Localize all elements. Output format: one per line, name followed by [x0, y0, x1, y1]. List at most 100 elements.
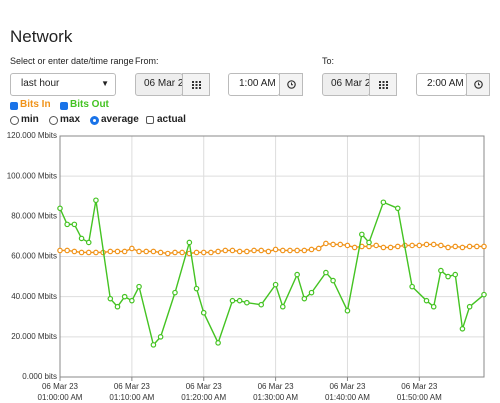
data-point [129, 245, 135, 252]
data-point [466, 303, 473, 310]
calendar-button[interactable] [182, 73, 210, 96]
y-tick-label: 0.000 bits [22, 372, 57, 381]
data-point [64, 247, 70, 254]
legend-label[interactable]: Bits In [20, 99, 51, 110]
data-point [323, 269, 329, 276]
data-point [438, 242, 444, 249]
data-point [157, 334, 164, 340]
data-point [308, 289, 315, 296]
data-point [136, 248, 142, 255]
data-point [481, 291, 487, 298]
to-time[interactable]: 2:00 AM [416, 73, 467, 96]
data-point [351, 244, 358, 251]
data-point [380, 199, 387, 206]
data-point [85, 249, 92, 256]
option-label[interactable]: min [21, 114, 39, 125]
data-point [315, 245, 322, 252]
data-point [323, 240, 329, 247]
option-label[interactable]: max [60, 114, 81, 125]
data-point [394, 205, 401, 212]
x-tick-label: 06 Mar 23 01:40:00 AM [324, 382, 370, 402]
page-title: Network [10, 27, 73, 46]
option-label[interactable]: average [101, 114, 139, 125]
data-point [294, 271, 300, 278]
data-point [236, 248, 243, 255]
data-point [409, 283, 415, 290]
data-point [93, 249, 99, 256]
data-point [452, 243, 459, 250]
data-point [244, 299, 250, 306]
data-point [416, 242, 423, 249]
option-label[interactable]: actual [157, 114, 186, 125]
clock-button[interactable] [466, 73, 490, 96]
to-date[interactable]: 06 Mar 23 [322, 73, 370, 96]
legend-label[interactable]: Bits Out [70, 99, 109, 110]
data-point [445, 244, 451, 251]
data-point [409, 242, 415, 249]
data-point [337, 241, 344, 248]
data-point [301, 247, 308, 254]
data-point [129, 297, 135, 304]
data-point [279, 247, 286, 254]
data-point [193, 285, 200, 292]
data-point [78, 249, 85, 256]
data-point [172, 289, 178, 296]
range-prompt: Select or enter date/time range [10, 56, 134, 66]
data-point [423, 241, 430, 248]
data-point [172, 249, 178, 256]
data-point [164, 250, 171, 257]
radio[interactable] [10, 116, 19, 125]
preset-select[interactable]: last hour ▼ [10, 73, 116, 96]
clock-button[interactable] [279, 73, 303, 96]
data-point [186, 239, 193, 246]
data-point [430, 303, 437, 310]
data-point [179, 249, 185, 256]
data-point [57, 205, 63, 212]
data-point [107, 295, 114, 302]
data-point [143, 248, 150, 255]
x-tick-label: 06 Mar 23 01:30:00 AM [253, 382, 299, 402]
data-point [394, 243, 401, 250]
data-point [366, 239, 372, 246]
data-point [251, 247, 257, 254]
data-point [57, 247, 63, 254]
data-point [258, 247, 265, 254]
data-point [301, 295, 308, 302]
radio[interactable] [49, 116, 58, 125]
data-point [279, 303, 286, 310]
data-point [474, 243, 480, 250]
series-checkbox[interactable] [10, 102, 18, 110]
series-line [59, 200, 485, 347]
x-tick-label: 06 Mar 23 01:10:00 AM [109, 382, 155, 402]
y-tick-label: 120.000 Mbits [7, 131, 57, 140]
data-point [222, 247, 229, 254]
data-point [136, 283, 142, 290]
from-date[interactable]: 06 Mar 23 [135, 73, 183, 96]
data-point [200, 249, 207, 256]
data-point [445, 273, 451, 280]
data-point [330, 277, 336, 284]
data-point [215, 340, 221, 346]
series-checkbox[interactable] [60, 102, 68, 110]
data-point [150, 342, 157, 348]
data-point [344, 307, 351, 314]
data-point [200, 309, 207, 316]
x-tick-label: 06 Mar 23 01:00:00 AM [37, 382, 83, 402]
data-point [208, 249, 214, 256]
radio[interactable] [90, 116, 99, 125]
preset-value: last hour [21, 78, 60, 89]
data-point [373, 242, 380, 249]
data-point [287, 247, 293, 254]
data-point [150, 248, 157, 255]
data-point [121, 293, 128, 300]
data-point [64, 221, 70, 228]
calendar-button[interactable] [369, 73, 397, 96]
data-point [308, 246, 315, 253]
checkbox[interactable] [146, 116, 154, 124]
data-point [229, 247, 236, 254]
data-point [459, 325, 466, 332]
plot-frame [59, 135, 485, 378]
data-point [258, 301, 265, 308]
data-point [481, 243, 487, 250]
from-time[interactable]: 1:00 AM [228, 73, 280, 96]
